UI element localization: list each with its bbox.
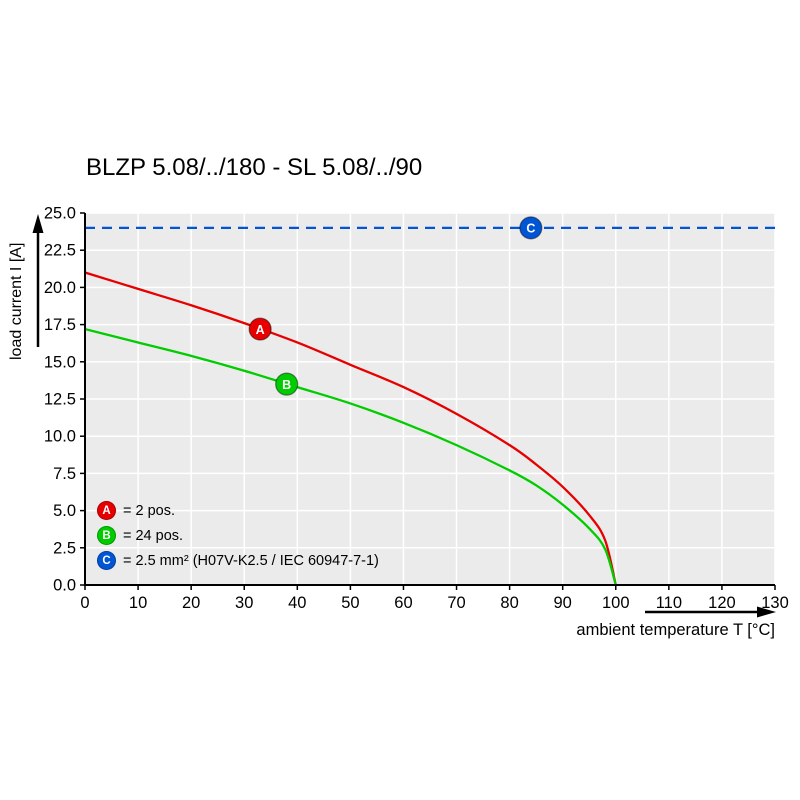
series-B-curve <box>85 327 617 585</box>
x-tick-label: 0 <box>80 594 89 612</box>
page-title: BLZP 5.08/../180 - SL 5.08/../90 <box>86 154 423 181</box>
legend-label-a: = 2 pos. <box>123 502 175 519</box>
x-axis-label: ambient temperature T [°C] <box>576 621 775 639</box>
x-tick-label: 130 <box>761 594 789 612</box>
x-tick-label: 20 <box>182 594 200 612</box>
legend-badge-a: A <box>97 501 116 520</box>
x-tick-label: 70 <box>447 594 465 612</box>
chart-legend: A = 2 pos. B = 24 pos. C = 2.5 mm² (H07V… <box>97 501 379 576</box>
y-axis-label: load current I [A] <box>8 242 25 360</box>
x-tick-label: 50 <box>341 594 359 612</box>
x-tick-label: 30 <box>235 594 253 612</box>
x-tick-label: 120 <box>708 594 736 612</box>
x-tick-label: 40 <box>288 594 306 612</box>
y-axis-arrow-head <box>32 214 44 233</box>
x-tick-label: 10 <box>129 594 147 612</box>
y-tick-label: 22.5 <box>44 242 76 260</box>
marker-A <box>248 317 272 341</box>
y-tick-label: 25.0 <box>44 205 76 223</box>
marker-C <box>519 216 543 240</box>
legend-item-a: A = 2 pos. <box>97 501 379 520</box>
y-tick-label: 12.5 <box>44 391 76 409</box>
marker-B <box>275 372 299 396</box>
y-tick-label: 2.5 <box>53 539 76 557</box>
y-tick-label: 0.0 <box>53 577 76 595</box>
legend-label-b: = 24 pos. <box>123 527 184 544</box>
marker-A-label: A <box>256 323 265 337</box>
y-tick-label: 10.0 <box>44 428 76 446</box>
y-tick-label: 17.5 <box>44 316 76 334</box>
y-tick-label: 5.0 <box>53 502 76 520</box>
legend-badge-b: B <box>97 526 116 545</box>
y-tick-label: 7.5 <box>53 465 76 483</box>
legend-item-c: C = 2.5 mm² (H07V-K2.5 / IEC 60947-7-1) <box>97 551 379 570</box>
x-tick-label: 100 <box>602 594 630 612</box>
x-tick-label: 110 <box>656 594 682 612</box>
y-tick-label: 15.0 <box>44 353 76 371</box>
x-tick-label: 60 <box>394 594 412 612</box>
legend-label-c: = 2.5 mm² (H07V-K2.5 / IEC 60947-7-1) <box>123 552 379 569</box>
series-A-curve <box>85 271 617 585</box>
x-tick-label: 90 <box>554 594 572 612</box>
y-tick-label: 20.0 <box>44 279 76 297</box>
marker-B-label: B <box>282 378 291 392</box>
x-tick-label: 80 <box>500 594 518 612</box>
marker-C-label: C <box>526 222 535 236</box>
legend-badge-c: C <box>97 551 116 570</box>
legend-item-b: B = 24 pos. <box>97 526 379 545</box>
x-axis-arrow-head <box>757 606 776 618</box>
